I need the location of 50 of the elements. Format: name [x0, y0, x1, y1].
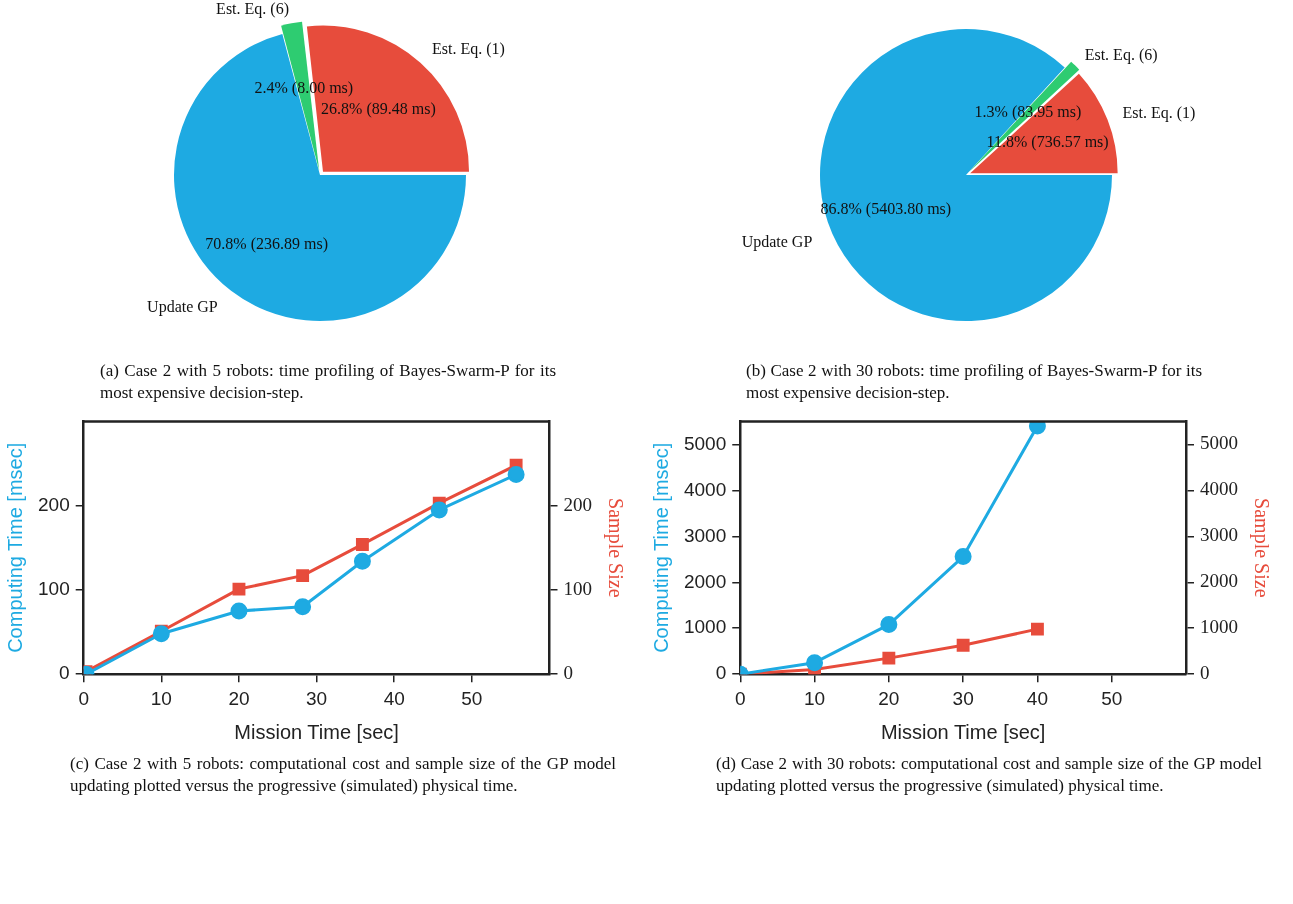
y2-tick-label: 4000 — [1200, 478, 1238, 500]
text: (c) Case 2 with 5 robots: computational cost and sample size of the GP model updating plotted versus the progressive (simulated) physical time. — [69, 753, 617, 797]
x-tick-label: 20 — [878, 687, 900, 709]
data-label: 26.8% (89.48 ms) — [321, 99, 436, 118]
data-label: 1.3% (83.95 ms) — [974, 103, 1082, 122]
y-tick-label: 2000 — [683, 570, 727, 592]
slice-label: Est. Eq. (1) — [431, 40, 505, 59]
x-tick-label: 50 — [461, 687, 483, 709]
y-tick-label: 3000 — [683, 524, 727, 546]
y-axis-title: Computing Time [msec] — [649, 442, 672, 653]
text: (d) Case 2 with 30 robots: computational cost and sample size of the GP model updating plotted versus the progressive (simulated) physical time. — [715, 753, 1263, 797]
y2-tick-label: 100 — [563, 577, 592, 599]
y-tick-label: 200 — [38, 493, 70, 515]
x-axis-title: Mission Time [sec] — [234, 720, 399, 743]
x-tick-label: 20 — [228, 687, 250, 709]
y-tick-label: 0 — [59, 662, 70, 684]
text: (a) Case 2 with 5 robots: time profiling of Bayes-Swarm-P for its most expensive decision-step. — [99, 360, 557, 404]
x-tick-label: 40 — [1026, 687, 1048, 709]
text: (b) Case 2 with 30 robots: time profiling of Bayes-Swarm-P for its most expensive decision-step. — [745, 360, 1203, 404]
y2-tick-label: 3000 — [1200, 524, 1238, 546]
data-label: 2.4% (8.00 ms) — [254, 79, 354, 98]
y-tick-label: 1000 — [683, 616, 727, 638]
x-tick-label: 0 — [734, 687, 746, 709]
x-tick-label: 30 — [306, 687, 328, 709]
data-label: 70.8% (236.89 ms) — [205, 234, 328, 253]
x-tick-label: 50 — [1101, 687, 1123, 709]
y2-tick-label: 1000 — [1200, 616, 1238, 638]
y-tick-label: 100 — [38, 578, 70, 600]
y2-axis-title: Sample Size — [1249, 498, 1273, 598]
y2-tick-label: 200 — [563, 493, 592, 515]
slice-label: Update GP — [147, 298, 218, 317]
y-axis-title: Computing Time [msec] — [3, 442, 26, 653]
x-tick-label: 0 — [78, 687, 89, 709]
y2-tick-label: 0 — [563, 662, 573, 684]
x-tick-label: 40 — [383, 687, 405, 709]
y-tick-label: 0 — [715, 662, 727, 684]
x-tick-label: 30 — [952, 687, 974, 709]
slice-label: Est. Eq. (6) — [1084, 46, 1158, 65]
x-axis-title: Mission Time [sec] — [880, 720, 1046, 743]
y-tick-label: 5000 — [683, 432, 727, 454]
y2-axis-title: Sample Size — [603, 498, 627, 598]
slice-label: Est. Eq. (1) — [1122, 104, 1196, 123]
x-tick-label: 10 — [150, 687, 172, 709]
y-tick-label: 4000 — [683, 478, 727, 500]
slice-label: Est. Eq. (6) — [216, 0, 289, 19]
x-tick-label: 10 — [803, 687, 826, 709]
y2-tick-label: 0 — [1200, 662, 1210, 684]
y2-tick-label: 5000 — [1200, 432, 1238, 454]
slice-label: Update GP — [741, 232, 813, 251]
y2-tick-label: 2000 — [1200, 570, 1238, 592]
